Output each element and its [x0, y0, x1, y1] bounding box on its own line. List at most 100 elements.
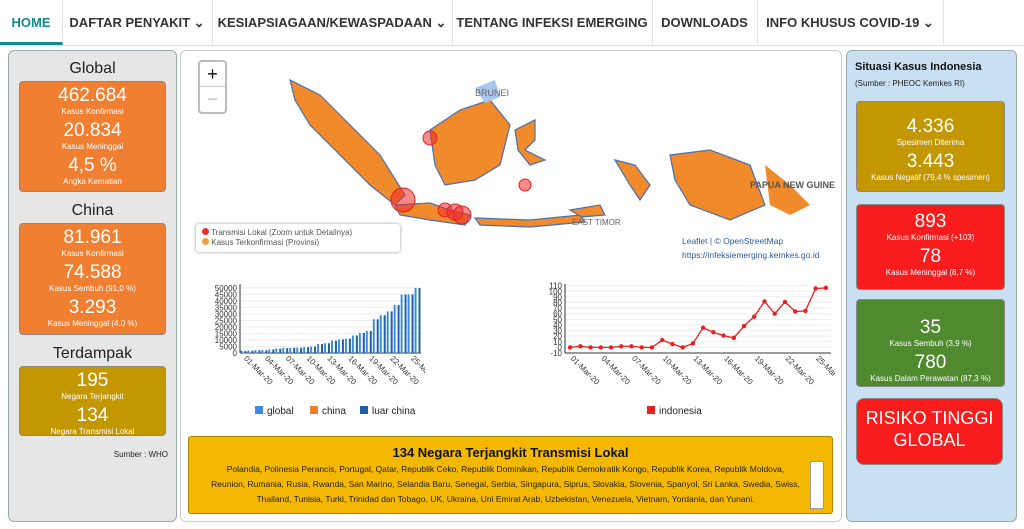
legend-text: Transmisi Lokal (Zoom untuk Detailnya)	[211, 228, 353, 237]
point	[803, 308, 808, 314]
bar-chart: 0500010000150002000025000300003500040000…	[215, 284, 425, 417]
x-tick-label: 22-Mar-20	[784, 354, 817, 387]
stat-value: 195	[76, 370, 109, 391]
y-tick-label: 0	[233, 349, 238, 358]
center-panel	[180, 50, 842, 522]
bar	[407, 294, 410, 353]
map-legend: Transmisi Lokal (Zoom untuk Detailnya) K…	[196, 224, 400, 252]
nav-item[interactable]: INFO KHUSUS COVID-19 ⌄	[757, 0, 944, 45]
bar	[386, 311, 389, 353]
nav-text: INFO KHUSUS COVID-19	[766, 15, 920, 30]
stat-value: 3.293	[68, 297, 117, 318]
nav-home[interactable]: HOME	[0, 0, 63, 45]
transmission-markers	[390, 130, 532, 225]
y-tick-label: 35000	[215, 303, 238, 312]
bar	[331, 340, 333, 353]
countries-text: Polandia, Polinesia Perancis, Portugal, …	[211, 464, 800, 504]
legend-label: global	[267, 406, 294, 417]
navbar: HOME DAFTAR PENYAKIT ⌄ KESIAPSIAGAAN/KEW…	[0, 0, 1024, 46]
stat-value: 20.834	[63, 120, 122, 141]
point	[782, 299, 788, 305]
point	[629, 344, 634, 349]
x-tick-label: 07-Mar-20	[630, 354, 663, 387]
bar	[265, 350, 268, 353]
panel-title: China	[71, 202, 114, 219]
y-tick-label: 30	[553, 327, 562, 336]
point	[813, 286, 818, 291]
y-tick-label: 110	[549, 282, 562, 291]
point	[598, 345, 604, 350]
nav-item[interactable]: DOWNLOADS	[652, 0, 758, 45]
map-url[interactable]: https://infeksiemerging.kemkes.go.id	[682, 250, 820, 260]
bar	[289, 347, 292, 353]
legend-swatch	[647, 406, 655, 414]
point	[588, 345, 593, 350]
nav-item[interactable]: DAFTAR PENYAKIT ⌄	[62, 0, 213, 45]
point	[752, 314, 757, 319]
stat-label: Angka Kematian	[63, 177, 122, 186]
zoom-out[interactable]: −	[207, 89, 218, 109]
stat-label: Negara Transmisi Lokal	[50, 427, 135, 436]
x-tick-label: 25-Mar-20	[814, 354, 835, 387]
map-label: EAST TIMOR	[572, 218, 621, 227]
legend-swatch	[360, 406, 368, 414]
legend-text: Kasus Terkonfirmasi (Provinsi)	[211, 238, 320, 247]
bar	[275, 348, 278, 353]
point	[690, 341, 696, 346]
stat-label: Spesimen Diterima	[896, 138, 965, 147]
panel-title: Terdampak	[52, 345, 133, 362]
stat-label: Negara Terjangkit	[61, 392, 124, 401]
zoom-in[interactable]: +	[200, 62, 225, 87]
nav-item[interactable]: TENTANG INFEKSI EMERGING	[452, 0, 653, 45]
source: Sumber : WHO	[113, 450, 168, 459]
bar	[314, 346, 317, 353]
stat-value: 4,5 %	[68, 155, 117, 176]
attribution[interactable]: Leaflet | © OpenStreetMap	[682, 236, 784, 246]
bar	[411, 294, 414, 353]
right-panel: Situasi Kasus Indonesia (Sumber : PHEOC …	[846, 50, 1017, 522]
x-tick-label: 01-Mar-20	[569, 354, 602, 387]
point	[649, 345, 655, 350]
stat-label: Kasus Meninggal (8,7 %)	[885, 268, 976, 277]
bar	[351, 335, 354, 353]
bar	[310, 346, 313, 353]
legend-dot	[202, 228, 209, 235]
stat-label: Kasus Dalam Perawatan (87,3 %)	[870, 374, 991, 383]
bar	[303, 347, 306, 353]
stat-label: Kasus Konfirmasi (+103)	[886, 233, 975, 242]
stat-value: 78	[919, 246, 942, 267]
point	[670, 341, 675, 347]
stat-box: 4.336 Spesimen Diterima 3.443 Kasus Negati…	[856, 101, 1005, 192]
legend-swatch	[310, 406, 318, 414]
stat-box: 81.961 Kasus Konfirmasi 74.588 Kasus Sembu…	[19, 223, 166, 335]
map-label: PAPUA NEW GUINEA	[750, 180, 835, 190]
point	[731, 335, 737, 341]
bar	[244, 350, 247, 353]
bar	[365, 330, 368, 353]
y-tick-label: 90	[553, 293, 562, 302]
legend-label: luar china	[372, 406, 416, 417]
point	[680, 345, 685, 350]
point	[741, 323, 747, 329]
point	[619, 344, 624, 349]
y-tick-label: 50000	[215, 284, 238, 293]
stat-box: 893 Kasus Konfirmasi (+103) 78 Kasus Menin…	[856, 204, 1005, 290]
bar	[300, 347, 303, 353]
y-tick-label: 0	[558, 343, 563, 352]
bar	[341, 339, 344, 353]
scrollbar[interactable]	[810, 461, 824, 509]
stat-label: Kasus Sembuh (3,9 %)	[889, 339, 972, 348]
bar	[321, 343, 324, 353]
bar	[383, 315, 386, 353]
bar	[258, 350, 261, 353]
bar	[393, 304, 396, 353]
nav-item[interactable]: KESIAPSIAGAAN/KEWASPADAAN ⌄	[212, 0, 453, 45]
bar	[317, 343, 320, 353]
bar	[240, 350, 243, 353]
brunei	[475, 80, 500, 103]
countries-title: 134 Negara Terjangkit Transmisi Lokal	[392, 445, 629, 460]
bar	[251, 350, 254, 353]
stat-box: 35 Kasus Sembuh (3,9 %) 780 Kasus Dalam Pe…	[856, 299, 1005, 387]
